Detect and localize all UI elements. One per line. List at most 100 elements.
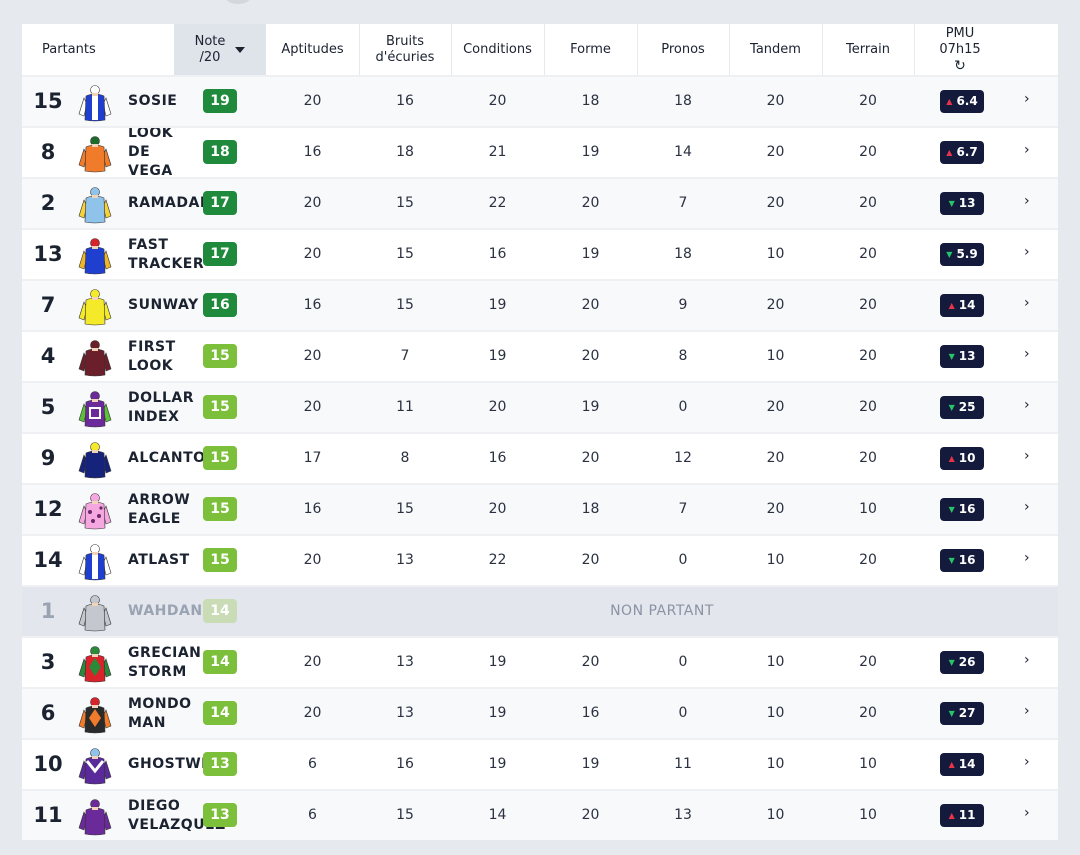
pmu-odds-badge: ▲ 11 bbox=[940, 804, 984, 827]
horse-name[interactable]: ATLAST bbox=[128, 552, 190, 568]
trend-up-icon: ▲ bbox=[946, 148, 953, 157]
score-pronos: 11 bbox=[674, 756, 692, 772]
horse-number: 6 bbox=[40, 701, 56, 725]
trend-up-icon: ▲ bbox=[948, 760, 955, 769]
scroll-indicator bbox=[226, 0, 250, 4]
table-row[interactable]: 13 FAST TRACKER 17 20 15 16 19 18 10 20 ▼ 5.9 › bbox=[22, 228, 1058, 279]
table-row[interactable]: 9 ALCANTOR 15 17 8 16 20 12 20 20 ▲ 10 › bbox=[22, 432, 1058, 483]
refresh-icon[interactable]: ↻ bbox=[954, 58, 966, 74]
horse-name[interactable]: FIRST LOOK bbox=[128, 338, 176, 374]
jockey-silk-icon bbox=[78, 135, 112, 173]
horse-number: 14 bbox=[33, 548, 63, 572]
score-aptitudes: 20 bbox=[303, 348, 322, 364]
horse-name[interactable]: MONDO MAN bbox=[128, 695, 192, 731]
table-row[interactable]: 3 GRECIAN STORM 14 20 13 19 20 0 10 20 ▼ 26 › bbox=[22, 636, 1058, 687]
header-forme[interactable]: Forme bbox=[570, 41, 611, 57]
header-partants[interactable]: Partants bbox=[42, 42, 96, 57]
horse-name[interactable]: FAST TRACKER bbox=[128, 236, 205, 272]
pmu-odds-value: 26 bbox=[958, 655, 976, 669]
header-pronos[interactable]: Pronos bbox=[661, 41, 705, 57]
chevron-right-icon[interactable]: › bbox=[1024, 754, 1030, 770]
score-terrain: 20 bbox=[859, 399, 877, 415]
table-row[interactable]: 2 RAMADAN 17 20 15 22 20 7 20 20 ▼ 13 › bbox=[22, 177, 1058, 228]
score-bruits: 18 bbox=[396, 144, 414, 160]
score-conditions: 14 bbox=[488, 807, 507, 823]
header-note-sorted[interactable]: Note/20 bbox=[174, 24, 266, 75]
chevron-right-icon[interactable]: › bbox=[1024, 91, 1030, 107]
horse-name[interactable]: SOSIE bbox=[128, 93, 178, 109]
score-terrain: 20 bbox=[859, 552, 877, 568]
chevron-right-icon[interactable]: › bbox=[1024, 652, 1030, 668]
horse-name[interactable]: GRECIAN STORM bbox=[128, 644, 202, 680]
table-row[interactable]: 8 LOOK DE VEGA 18 16 18 21 19 14 20 20 ▲ 6.7 › bbox=[22, 126, 1058, 177]
table-row[interactable]: 6 MONDO MAN 14 20 13 19 16 0 10 20 ▼ 27 › bbox=[22, 687, 1058, 738]
horse-name[interactable]: ARROW EAGLE bbox=[128, 491, 191, 527]
chevron-right-icon[interactable]: › bbox=[1024, 295, 1030, 311]
score-bruits: 16 bbox=[396, 756, 414, 772]
pmu-odds-value: 16 bbox=[958, 502, 976, 516]
horse-number: 5 bbox=[40, 395, 56, 419]
horse-name[interactable]: DOLLAR INDEX bbox=[128, 389, 194, 425]
score-tandem: 10 bbox=[766, 756, 785, 772]
header-bruits-line1: Bruits bbox=[386, 33, 424, 49]
table-row[interactable]: 7 SUNWAY 16 16 15 19 20 9 20 20 ▲ 14 › bbox=[22, 279, 1058, 330]
score-conditions: 20 bbox=[488, 93, 507, 109]
table-row[interactable]: 11 DIEGO VELAZQUEZ 13 6 15 14 20 13 10 10 ▲ 11 › bbox=[22, 789, 1058, 840]
score-tandem: 10 bbox=[766, 807, 785, 823]
header-pmu[interactable]: PMU 07h15 ↻ bbox=[914, 24, 1006, 75]
chevron-right-icon[interactable]: › bbox=[1024, 193, 1030, 209]
chevron-right-icon[interactable]: › bbox=[1024, 499, 1030, 515]
pmu-odds-badge: ▼ 27 bbox=[940, 702, 984, 725]
table-row[interactable]: 12 ARROW EAGLE 15 16 15 20 18 7 20 10 ▼ 16 › bbox=[22, 483, 1058, 534]
score-forme: 20 bbox=[581, 807, 600, 823]
score-aptitudes: 20 bbox=[303, 399, 322, 415]
chevron-right-icon[interactable]: › bbox=[1024, 397, 1030, 413]
horse-name[interactable]: RAMADAN bbox=[128, 195, 213, 211]
horse-number: 15 bbox=[33, 89, 63, 113]
chevron-right-icon[interactable]: › bbox=[1024, 346, 1030, 362]
chevron-right-icon[interactable]: › bbox=[1024, 244, 1030, 260]
score-forme: 18 bbox=[581, 93, 600, 109]
header-aptitudes[interactable]: Aptitudes bbox=[281, 41, 344, 57]
chevron-right-icon[interactable]: › bbox=[1024, 805, 1030, 821]
score-aptitudes: 6 bbox=[308, 807, 317, 823]
horse-name[interactable]: DIEGO VELAZQUEZ bbox=[128, 797, 226, 833]
score-bruits: 15 bbox=[396, 501, 414, 517]
horse-name[interactable]: SUNWAY bbox=[128, 297, 199, 313]
header-terrain[interactable]: Terrain bbox=[845, 41, 890, 57]
score-tandem: 20 bbox=[766, 195, 785, 211]
table-row[interactable]: 15 SOSIE 19 20 16 20 18 18 20 20 ▲ 6.4 › bbox=[22, 75, 1058, 126]
horse-number: 7 bbox=[40, 293, 56, 317]
score-aptitudes: 16 bbox=[303, 501, 322, 517]
horse-name[interactable]: ALCANTOR bbox=[128, 450, 217, 466]
jockey-silk-icon bbox=[78, 237, 112, 275]
score-conditions: 19 bbox=[488, 705, 507, 721]
jockey-silk-icon bbox=[78, 84, 112, 122]
score-terrain: 20 bbox=[859, 144, 877, 160]
score-forme: 20 bbox=[581, 552, 600, 568]
header-note-label: Note bbox=[194, 33, 226, 49]
table-row[interactable]: 4 FIRST LOOK 15 20 7 19 20 8 10 20 ▼ 13 › bbox=[22, 330, 1058, 381]
horse-name[interactable]: LOOK DE VEGA bbox=[128, 128, 174, 177]
non-partant-label: NON PARTANT bbox=[610, 603, 714, 619]
score-terrain: 20 bbox=[859, 348, 877, 364]
score-forme: 19 bbox=[581, 246, 600, 262]
score-pronos: 0 bbox=[678, 399, 688, 415]
header-conditions[interactable]: Conditions bbox=[463, 41, 532, 57]
score-tandem: 20 bbox=[766, 144, 785, 160]
chevron-right-icon[interactable]: › bbox=[1024, 448, 1030, 464]
horse-name[interactable]: WAHDAN bbox=[128, 603, 203, 619]
score-aptitudes: 20 bbox=[303, 246, 322, 262]
chevron-right-icon[interactable]: › bbox=[1024, 703, 1030, 719]
table-header: Partants Note/20 Aptitudes Bruits d'écuri… bbox=[22, 24, 1058, 75]
table-row[interactable]: 10 GHOSTWRITER 13 6 16 19 19 11 10 10 ▲ 14 › bbox=[22, 738, 1058, 789]
score-conditions: 19 bbox=[488, 348, 507, 364]
chevron-right-icon[interactable]: › bbox=[1024, 550, 1030, 566]
table-row[interactable]: 14 ATLAST 15 20 13 22 20 0 10 20 ▼ 16 › bbox=[22, 534, 1058, 585]
header-bruits[interactable]: Bruits d'écuries bbox=[359, 24, 451, 75]
score-bruits: 8 bbox=[400, 450, 410, 466]
score-bruits: 15 bbox=[396, 246, 414, 262]
header-tandem[interactable]: Tandem bbox=[750, 41, 801, 57]
chevron-right-icon[interactable]: › bbox=[1024, 142, 1030, 158]
table-row[interactable]: 5 DOLLAR INDEX 15 20 11 20 19 0 20 20 ▼ 25 › bbox=[22, 381, 1058, 432]
